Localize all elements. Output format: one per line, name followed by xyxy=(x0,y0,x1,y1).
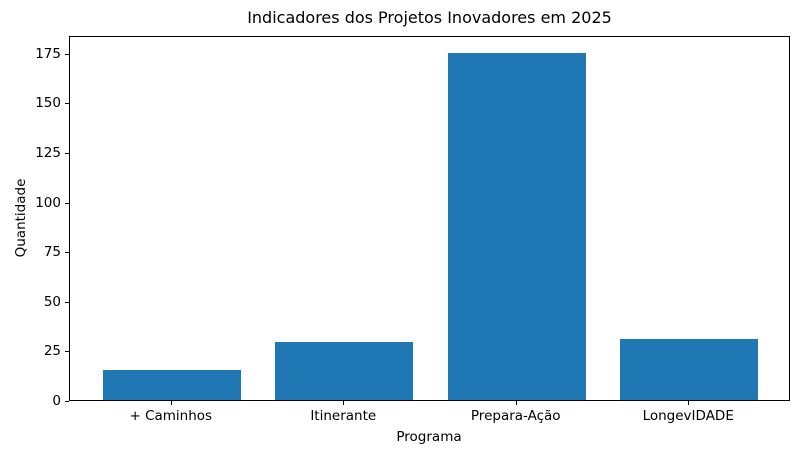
x-tick-mark xyxy=(688,401,690,405)
y-tick-mark xyxy=(65,401,69,402)
y-tick-label: 150 xyxy=(35,95,61,112)
y-tick-mark xyxy=(65,252,69,254)
bar-0 xyxy=(102,370,241,400)
y-tick-label: 100 xyxy=(35,194,61,211)
x-tick-label: Prepara-Ação xyxy=(470,408,561,424)
x-tick-label: Itinerante xyxy=(310,408,377,424)
x-axis-label: Programa xyxy=(396,429,462,445)
x-tick-mark xyxy=(515,401,517,405)
chart-title: Indicadores dos Projetos Inovadores em 2… xyxy=(247,8,612,27)
y-tick-label: 75 xyxy=(43,244,61,261)
y-tick-mark xyxy=(65,202,69,204)
y-tick-label: 25 xyxy=(43,343,61,360)
bar-3 xyxy=(620,338,759,400)
x-tick-mark xyxy=(170,401,172,405)
y-tick-label: 50 xyxy=(43,293,61,310)
y-tick-mark xyxy=(65,351,69,353)
y-tick-label: 175 xyxy=(35,45,61,62)
y-tick-mark xyxy=(65,53,69,55)
bar-2 xyxy=(447,52,586,400)
y-tick-mark xyxy=(65,301,69,303)
y-tick-label: 125 xyxy=(35,145,61,162)
y-tick-label: 0 xyxy=(52,393,61,409)
y-tick-mark xyxy=(65,103,69,105)
x-tick-label: + Caminhos xyxy=(129,408,213,424)
plot-area xyxy=(69,36,790,401)
x-tick-label: LongevIDADE xyxy=(642,408,734,424)
bar-1 xyxy=(275,342,414,400)
y-tick-mark xyxy=(65,153,69,155)
x-tick-mark xyxy=(343,401,345,405)
